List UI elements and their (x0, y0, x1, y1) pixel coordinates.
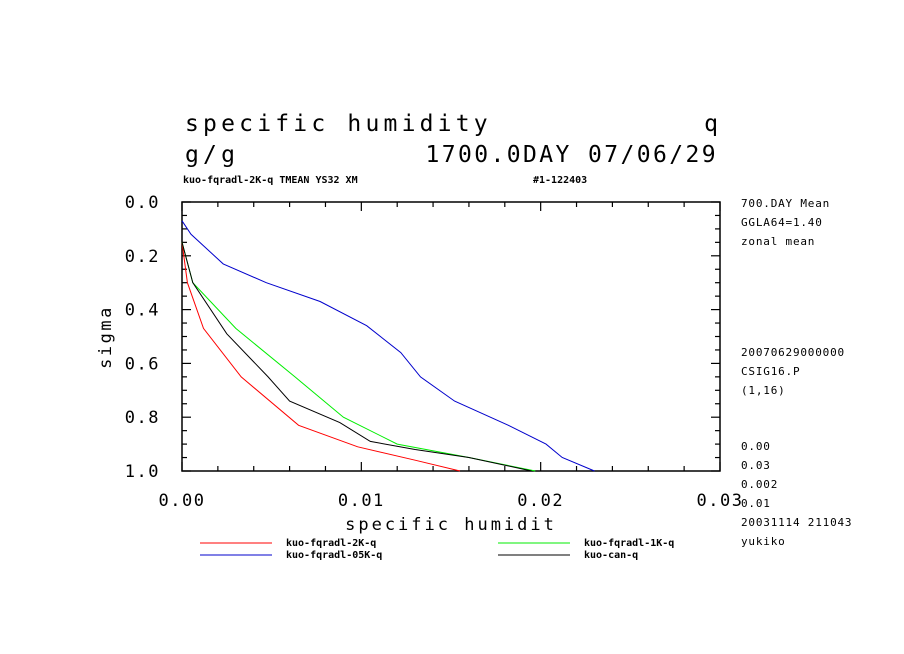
legend-label: kuo-fqradl-1K-q (584, 538, 674, 549)
series-line-3 (181, 242, 532, 472)
y-axis-label: sigma (96, 305, 116, 369)
side-info-line: yukiko (741, 535, 786, 548)
x-tick-label: 0.03 (697, 491, 744, 511)
x-tick-label: 0.00 (159, 491, 206, 511)
side-info-line: 20070629000000 (741, 346, 845, 359)
side-info-line: 700.DAY Mean (741, 197, 830, 210)
y-tick-label: 0.2 (125, 247, 160, 267)
side-info-line: 0.002 (741, 478, 778, 491)
side-info-line: 0.03 (741, 459, 771, 472)
side-info-line: 0.01 (741, 497, 771, 510)
legend-label: kuo-fqradl-05K-q (286, 550, 382, 561)
y-tick-label: 0.0 (125, 193, 160, 213)
y-tick-labels: 0.0 0.2 0.4 0.6 0.8 1.0 (125, 193, 160, 482)
side-info-line: 20031114 211043 (741, 516, 852, 529)
x-tick-label: 0.02 (517, 491, 564, 511)
series-line-2 (181, 220, 595, 472)
y-tick-label: 0.6 (125, 354, 160, 374)
chart-day-date: 1700.0DAY 07/06/29 (426, 142, 718, 168)
side-info: 700.DAY Mean GGLA64=1.40 zonal mean 2007062… (741, 197, 852, 548)
series-line-1 (181, 242, 536, 472)
x-tick-labels: 0.00 0.01 0.02 0.03 (159, 491, 744, 511)
series-line-0 (181, 242, 461, 472)
chart-units: g/g (185, 142, 239, 168)
chart-title: specific humidity (185, 111, 492, 137)
side-info-line: GGLA64=1.40 (741, 216, 823, 229)
chart-title-variable: q (704, 111, 718, 137)
x-axis-label: specific humidit (345, 515, 557, 535)
y-tick-label: 0.8 (125, 408, 160, 428)
y-tick-label: 0.4 (125, 301, 160, 321)
legend-label: kuo-fqradl-2K-q (286, 538, 376, 549)
axis-ticks (181, 201, 721, 472)
side-info-line: CSIG16.P (741, 365, 800, 378)
plot-frame (181, 201, 721, 472)
x-tick-label: 0.01 (338, 491, 385, 511)
run-id: #1-122403 (533, 175, 587, 186)
side-info-line: (1,16) (741, 384, 786, 397)
legend: kuo-fqradl-2K-q kuo-fqradl-1K-q kuo-fqradl… (200, 538, 674, 561)
run-name: kuo-fqradl-2K-q TMEAN YS32 XM (183, 175, 358, 186)
side-info-line: zonal mean (741, 235, 815, 248)
series-lines (181, 220, 595, 472)
y-tick-label: 1.0 (125, 462, 160, 482)
side-info-line: 0.00 (741, 440, 771, 453)
legend-label: kuo-can-q (584, 550, 638, 561)
